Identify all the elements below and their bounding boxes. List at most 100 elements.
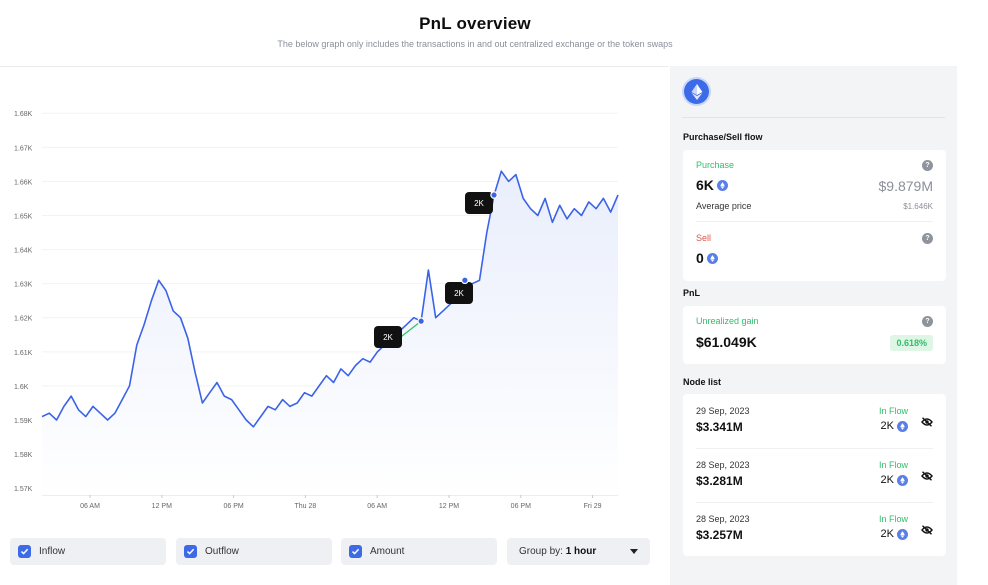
node-amount: $3.257M — [696, 528, 743, 542]
page-header: PnL overview The below graph only includ… — [0, 14, 950, 49]
annotation-label: 2K — [474, 199, 484, 208]
unrealized-gain-label: Unrealized gain — [696, 316, 759, 326]
groupby-text: Group by: 1 hour — [519, 546, 596, 557]
y-tick-label: 1.57K — [14, 486, 33, 493]
ethereum-icon — [897, 528, 908, 540]
annotation-point — [461, 276, 469, 285]
x-tick-label: 06 PM — [223, 503, 243, 510]
average-price-label: Average price — [696, 201, 752, 211]
sell-amount-row: 0 — [696, 250, 718, 266]
purchase-usd: $9.879M — [878, 178, 933, 194]
eye-off-icon[interactable] — [921, 468, 933, 486]
annotation-tag — [374, 326, 402, 348]
x-tick-label: Thu 28 — [295, 503, 317, 510]
groupby-prefix: Group by: — [519, 546, 563, 557]
node-date: 28 Sep, 2023 — [696, 514, 750, 524]
outflow-label: Outflow — [205, 546, 239, 557]
node-item[interactable]: 28 Sep, 2023 $3.281M In Flow 2K — [683, 448, 946, 502]
checkbox-checked-icon[interactable] — [349, 545, 362, 558]
y-tick-label: 1.63K — [14, 282, 33, 289]
node-list-title: Node list — [683, 377, 722, 387]
node-amount: $3.341M — [696, 420, 743, 434]
annotation-label: 2K — [454, 289, 464, 298]
page-title: PnL overview — [419, 14, 531, 33]
help-icon[interactable]: ? — [922, 316, 933, 327]
purchase-amount-row: 6K — [696, 177, 728, 193]
inflow-label: Inflow — [39, 546, 66, 557]
pnl-card: Unrealized gain ? $61.049K 0.618% — [683, 306, 946, 364]
pnl-chart[interactable]: 1.68K 1.67K 1.66K 1.65K 1.64K 1.63K 1.62K 1.61K… — [0, 66, 668, 532]
help-icon[interactable]: ? — [922, 233, 933, 244]
y-tick-label: 1.62K — [14, 316, 33, 323]
node-separator — [696, 448, 933, 449]
x-tick-label: 12 PM — [439, 503, 459, 510]
annotation-tag — [465, 192, 493, 214]
purchase-sell-card: Purchase ? 6K $9.879M Average price $1.6… — [683, 150, 946, 281]
caret-down-icon[interactable] — [630, 549, 638, 554]
inflow-toggle[interactable]: Inflow — [10, 538, 166, 565]
eye-off-icon[interactable] — [921, 522, 933, 540]
ethereum-icon — [897, 474, 908, 486]
groupby-select[interactable]: Group by: 1 hour — [507, 538, 650, 565]
annotation-point — [417, 317, 425, 325]
card-divider — [696, 221, 933, 222]
node-list-card: 29 Sep, 2023 $3.341M In Flow 2K 28 Sep, … — [683, 394, 946, 556]
node-flow: In Flow — [878, 514, 908, 524]
series-line — [41, 170, 619, 428]
ethereum-icon — [706, 252, 718, 264]
y-tick-label: 1.65K — [14, 213, 33, 220]
amount-toggle[interactable]: Amount — [341, 538, 497, 565]
sell-amount: 0 — [696, 250, 704, 266]
ethereum-icon — [897, 420, 908, 432]
sell-label: Sell — [696, 233, 712, 243]
gain-percent-badge: 0.618% — [890, 335, 933, 351]
outflow-toggle[interactable]: Outflow — [176, 538, 332, 565]
unrealized-gain-value: $61.049K — [696, 334, 757, 350]
help-icon[interactable]: ? — [922, 160, 933, 171]
eye-off-icon[interactable] — [921, 414, 933, 432]
ethereum-icon — [716, 179, 728, 191]
annotation-point — [490, 191, 498, 199]
node-item[interactable]: 29 Sep, 2023 $3.341M In Flow 2K — [683, 394, 946, 448]
y-tick-label: 1.67K — [14, 145, 33, 152]
y-tick-label: 1.6K — [14, 384, 29, 391]
pnl-title: PnL — [683, 288, 700, 298]
checkbox-checked-icon[interactable] — [184, 545, 197, 558]
y-tick-label: 1.59K — [14, 418, 33, 425]
amount-label: Amount — [370, 546, 405, 557]
x-tick-label: Fri 29 — [584, 503, 602, 510]
x-tick-label: 06 AM — [367, 503, 387, 510]
y-tick-label: 1.64K — [14, 248, 33, 255]
pnl-chart-svg[interactable]: 1.68K 1.67K 1.66K 1.65K 1.64K 1.63K 1.62K 1.61K… — [0, 67, 668, 533]
node-qty-row: 2K — [881, 420, 908, 432]
node-qty: 2K — [880, 528, 894, 540]
node-amount: $3.281M — [696, 474, 743, 488]
chart-controls: Inflow Outflow Amount Group by: 1 hour — [0, 532, 668, 585]
x-tick-label: 12 PM — [152, 503, 172, 510]
sidebar: Purchase/Sell flow Purchase ? 6K $9.879M… — [670, 66, 957, 585]
node-qty-row: 2K — [881, 528, 908, 540]
node-date: 28 Sep, 2023 — [696, 460, 750, 470]
x-tick-label: 06 AM — [80, 503, 100, 510]
node-qty: 2K — [880, 474, 894, 486]
purchase-label: Purchase — [696, 160, 735, 170]
purchase-amount: 6K — [696, 177, 714, 193]
groupby-value: 1 hour — [565, 546, 597, 557]
y-tick-label: 1.58K — [14, 452, 33, 459]
purchase-sell-title: Purchase/Sell flow — [683, 132, 763, 142]
node-item[interactable]: 28 Sep, 2023 $3.257M In Flow 2K — [683, 502, 946, 556]
node-qty-row: 2K — [881, 474, 908, 486]
x-tick-label: 06 PM — [511, 503, 531, 510]
y-tick-label: 1.68K — [14, 111, 33, 118]
node-separator — [696, 502, 933, 503]
ethereum-icon[interactable] — [684, 79, 709, 104]
y-tick-label: 1.66K — [14, 179, 33, 186]
annotation-label: 2K — [383, 333, 393, 342]
node-flow: In Flow — [878, 460, 908, 470]
node-flow: In Flow — [878, 406, 908, 416]
page-subtitle: The below graph only includes the transa… — [277, 39, 673, 49]
annotation-tag — [445, 282, 473, 304]
checkbox-checked-icon[interactable] — [18, 545, 31, 558]
y-tick-label: 1.61K — [14, 350, 33, 357]
series-area — [42, 171, 618, 495]
